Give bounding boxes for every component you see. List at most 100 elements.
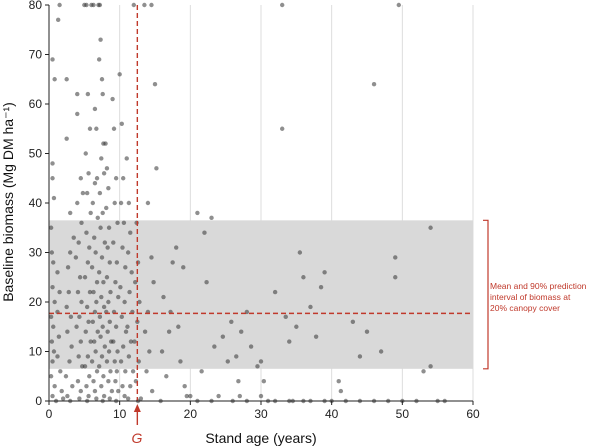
x-tick-label: 0 bbox=[46, 407, 53, 421]
y-tick-label: 20 bbox=[29, 295, 43, 309]
data-point bbox=[87, 289, 93, 295]
data-point bbox=[83, 329, 88, 334]
data-point bbox=[283, 314, 288, 320]
data-point bbox=[122, 393, 127, 399]
data-point bbox=[76, 240, 81, 245]
x-tick-label: 10 bbox=[113, 407, 127, 421]
data-point bbox=[64, 136, 69, 141]
data-point bbox=[126, 200, 132, 206]
data-point bbox=[116, 388, 121, 394]
data-point bbox=[88, 339, 93, 344]
data-point bbox=[166, 329, 172, 334]
data-point bbox=[94, 126, 99, 131]
data-point bbox=[71, 235, 76, 240]
data-point bbox=[93, 250, 98, 255]
axes: 0 10 20 30 40 50 60 0 10 20 30 40 50 60 70 80 bbox=[29, 0, 480, 421]
data-point bbox=[114, 260, 120, 265]
data-point bbox=[128, 339, 134, 344]
g-arrow-head bbox=[133, 404, 141, 412]
data-point bbox=[85, 354, 91, 359]
data-point bbox=[396, 2, 401, 8]
data-point bbox=[56, 334, 62, 339]
data-point bbox=[68, 250, 73, 255]
data-point bbox=[55, 354, 60, 359]
data-point bbox=[50, 57, 55, 62]
data-point bbox=[77, 396, 82, 401]
data-point bbox=[195, 210, 200, 216]
data-point bbox=[142, 329, 148, 334]
data-point bbox=[322, 270, 327, 275]
data-point bbox=[51, 349, 57, 354]
data-point bbox=[97, 314, 103, 320]
data-point bbox=[118, 200, 124, 206]
data-point bbox=[130, 369, 136, 374]
data-point bbox=[255, 364, 260, 369]
data-point bbox=[125, 324, 130, 329]
data-point bbox=[147, 349, 152, 354]
data-point bbox=[301, 275, 306, 280]
data-point bbox=[121, 344, 126, 349]
x-axis-title: Stand age (years) bbox=[205, 430, 316, 446]
data-point bbox=[113, 280, 118, 285]
data-point bbox=[176, 324, 181, 329]
y-tick-label: 70 bbox=[29, 48, 43, 62]
data-point bbox=[85, 91, 91, 97]
band-annotation-line-3: 20% canopy cover bbox=[490, 303, 560, 313]
data-point bbox=[113, 176, 119, 181]
data-point bbox=[118, 284, 123, 290]
data-point bbox=[91, 2, 96, 8]
data-point bbox=[50, 284, 55, 290]
data-point bbox=[111, 339, 116, 344]
data-point bbox=[123, 329, 129, 334]
data-point bbox=[114, 369, 120, 374]
data-point bbox=[51, 260, 56, 265]
y-tick-label: 10 bbox=[29, 345, 43, 359]
data-point bbox=[393, 275, 398, 280]
data-point bbox=[75, 111, 80, 117]
data-point bbox=[97, 2, 103, 8]
data-point bbox=[99, 294, 104, 300]
data-point bbox=[75, 289, 81, 295]
data-point bbox=[106, 225, 112, 230]
x-tick-label: 60 bbox=[466, 407, 480, 421]
data-point bbox=[371, 82, 377, 87]
data-point bbox=[48, 314, 54, 320]
data-point bbox=[133, 280, 138, 285]
data-point bbox=[106, 379, 111, 384]
data-point bbox=[96, 270, 102, 275]
data-point bbox=[52, 299, 57, 305]
data-point bbox=[122, 299, 127, 305]
data-point bbox=[125, 250, 131, 255]
data-point bbox=[115, 349, 120, 354]
data-point bbox=[79, 220, 84, 225]
data-point bbox=[364, 329, 370, 334]
data-point bbox=[159, 349, 165, 354]
data-point bbox=[128, 383, 133, 389]
data-point bbox=[161, 294, 166, 300]
data-point bbox=[77, 314, 82, 320]
data-point bbox=[117, 72, 122, 77]
data-point bbox=[313, 334, 319, 339]
data-point bbox=[104, 205, 109, 211]
data-point bbox=[84, 383, 89, 389]
data-points bbox=[48, 2, 447, 404]
data-point bbox=[101, 374, 106, 379]
data-point bbox=[204, 280, 209, 285]
data-point bbox=[108, 289, 113, 295]
data-point bbox=[126, 354, 132, 359]
data-point bbox=[113, 379, 118, 384]
data-point bbox=[50, 359, 55, 364]
data-point bbox=[76, 354, 81, 359]
data-point bbox=[65, 329, 70, 334]
data-point bbox=[98, 334, 103, 339]
data-point bbox=[137, 299, 142, 305]
data-point bbox=[152, 82, 158, 87]
data-point bbox=[102, 240, 108, 245]
data-point bbox=[101, 393, 107, 399]
data-point bbox=[100, 91, 105, 97]
data-point bbox=[234, 354, 239, 359]
data-point bbox=[95, 215, 100, 221]
data-point bbox=[131, 2, 136, 8]
data-point bbox=[78, 339, 84, 344]
data-point bbox=[49, 339, 55, 344]
